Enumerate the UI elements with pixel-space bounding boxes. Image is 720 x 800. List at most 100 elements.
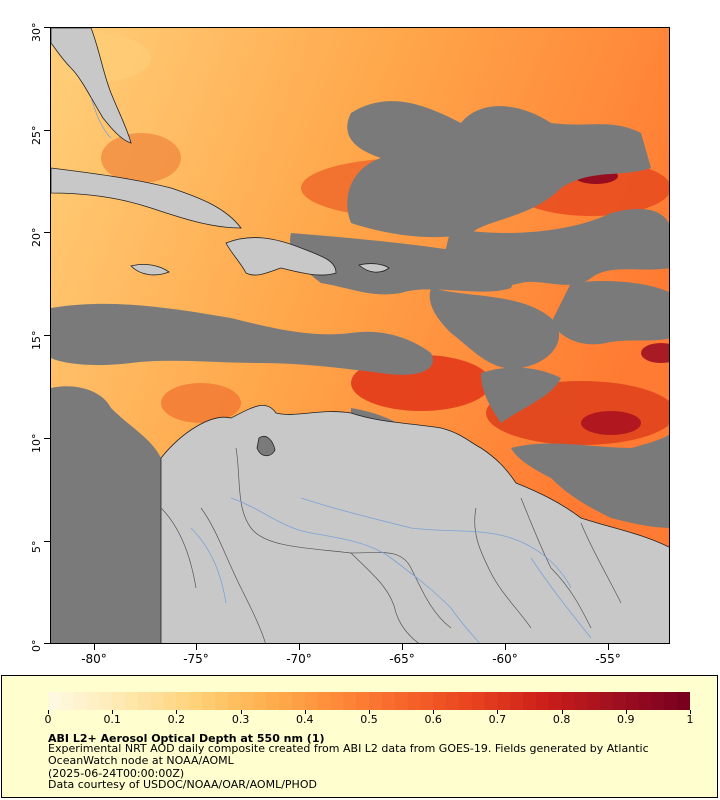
- colorbar-swatch: [433, 692, 447, 710]
- puerto-rico-land: [358, 263, 390, 273]
- colorbar-tickmark: [369, 710, 370, 714]
- colorbar-swatch: [150, 692, 165, 710]
- colorbar-swatch: [600, 692, 614, 710]
- legend-panel: ABI L2+ Aerosol Optical Depth at 550 nm …: [1, 675, 718, 798]
- colorbar-tick-label: 0.8: [552, 713, 571, 726]
- colorbar-swatch: [112, 692, 126, 710]
- colorbar-swatch: [407, 692, 421, 710]
- south-america-land: [160, 404, 669, 643]
- lat-tickmark-15: [44, 335, 50, 336]
- colorbar-swatch: [561, 692, 575, 710]
- colorbar-tick-label: 0.3: [231, 713, 250, 726]
- lon-tickmark-80: [94, 644, 95, 650]
- lat-tick-label: 5°: [30, 540, 43, 554]
- colorbar-tick-label: 0: [44, 713, 52, 726]
- colorbar-tickmark: [176, 710, 178, 714]
- colorbar-tick-label: 0.9: [617, 713, 635, 726]
- lon-tickmark-65: [402, 644, 403, 650]
- colorbar-tick-label: 0.1: [103, 713, 121, 726]
- colorbar-swatch: [664, 692, 678, 710]
- lon-tick-label: -65°: [389, 652, 415, 666]
- lat-tickmark-5: [44, 541, 50, 542]
- cuba-land: [51, 167, 242, 229]
- colorbar-swatch: [73, 692, 88, 710]
- colorbar-tick-label: 0.6: [424, 713, 442, 726]
- colorbar-tick-label: 0.5: [360, 713, 378, 726]
- lake-maracaibo: [256, 435, 276, 457]
- colorbar-swatch: [163, 692, 177, 710]
- colorbar-swatch: [240, 692, 254, 710]
- lat-tickmark-0: [44, 643, 50, 644]
- political-borders: [160, 447, 622, 643]
- colorbar-swatch: [651, 692, 665, 710]
- jamaica-land: [130, 264, 170, 276]
- colorbar-swatch: [291, 692, 306, 710]
- lon-tick-label: -70°: [286, 652, 312, 666]
- colorbar-swatch: [484, 692, 498, 710]
- colorbar-swatch: [510, 692, 524, 710]
- lat-tickmark-30: [44, 27, 50, 28]
- colorbar-swatch: [638, 692, 652, 710]
- colorbar-tickmark: [112, 710, 114, 714]
- florida-land: [51, 28, 132, 144]
- colorbar-swatch: [86, 692, 100, 710]
- colorbar-tickmark: [690, 710, 691, 714]
- colorbar-swatch: [369, 692, 383, 710]
- colorbar-tick-label: 0.4: [296, 713, 314, 726]
- colorbar-swatch: [381, 692, 396, 710]
- colorbar-swatch: [471, 692, 486, 710]
- legend-description: Experimental NRT AOD daily composite cre…: [48, 742, 649, 767]
- colorbar-swatch: [446, 692, 460, 710]
- colorbar-swatch: [279, 692, 293, 710]
- colorbar: [48, 692, 690, 710]
- lon-tickmark-70: [299, 644, 300, 650]
- lon-tickmark-75: [196, 644, 197, 650]
- colorbar-swatch: [535, 692, 550, 710]
- lat-tick-label: 15°: [30, 330, 43, 351]
- colorbar-swatch: [125, 692, 139, 710]
- colorbar-swatch: [227, 692, 242, 710]
- lon-tick-label: -75°: [183, 652, 209, 666]
- lon-tick-label: -55°: [595, 652, 621, 666]
- colorbar-tickmark: [561, 710, 563, 714]
- colorbar-swatch: [214, 692, 229, 710]
- lat-tickmark-20: [44, 232, 50, 233]
- colorbar-swatch: [677, 692, 690, 710]
- colorbar-swatch: [612, 692, 627, 710]
- colorbar-swatch: [189, 692, 203, 710]
- colorbar-swatch: [330, 692, 344, 710]
- aod-map: [50, 27, 670, 644]
- colorbar-swatch: [523, 692, 537, 710]
- lat-tickmark-25: [44, 130, 50, 131]
- colorbar-swatch: [587, 692, 601, 710]
- lat-tick-label: 10°: [30, 433, 43, 454]
- colorbar-tick-label: 0.2: [167, 713, 186, 726]
- colorbar-swatch: [548, 692, 563, 710]
- colorbar-swatch: [202, 692, 216, 710]
- colorbar-swatch: [574, 692, 588, 710]
- aod-map-svg: [51, 28, 669, 643]
- cloud-no-data: [51, 101, 669, 643]
- lon-tick-label: -80°: [81, 652, 107, 666]
- legend-credit: Data courtesy of USDOC/NOAA/OAR/AOML/PHO…: [48, 778, 317, 791]
- colorbar-tickmark: [240, 710, 242, 714]
- lat-tick-label: 20°: [30, 227, 43, 248]
- colorbar-tickmark: [48, 710, 49, 714]
- colorbar-swatch: [497, 692, 511, 710]
- colorbar-tickmark: [433, 710, 435, 714]
- colorbar-swatch: [394, 692, 409, 710]
- colorbar-tick-label: 0.7: [488, 713, 507, 726]
- land-masses: [51, 28, 669, 643]
- colorbar-swatch: [48, 692, 62, 710]
- colorbar-tickmark: [625, 710, 627, 714]
- lon-tick-label: -60°: [492, 652, 518, 666]
- colorbar-swatch: [420, 692, 434, 710]
- colorbar-swatch: [458, 692, 473, 710]
- colorbar-swatch: [60, 692, 75, 710]
- lat-tick-label: 30°: [30, 22, 43, 43]
- lat-tick-label: 0°: [30, 639, 43, 653]
- colorbar-swatch: [317, 692, 331, 710]
- colorbar-tick-label: 1: [686, 713, 694, 726]
- lon-tickmark-55: [608, 644, 609, 650]
- colorbar-swatch: [356, 692, 370, 710]
